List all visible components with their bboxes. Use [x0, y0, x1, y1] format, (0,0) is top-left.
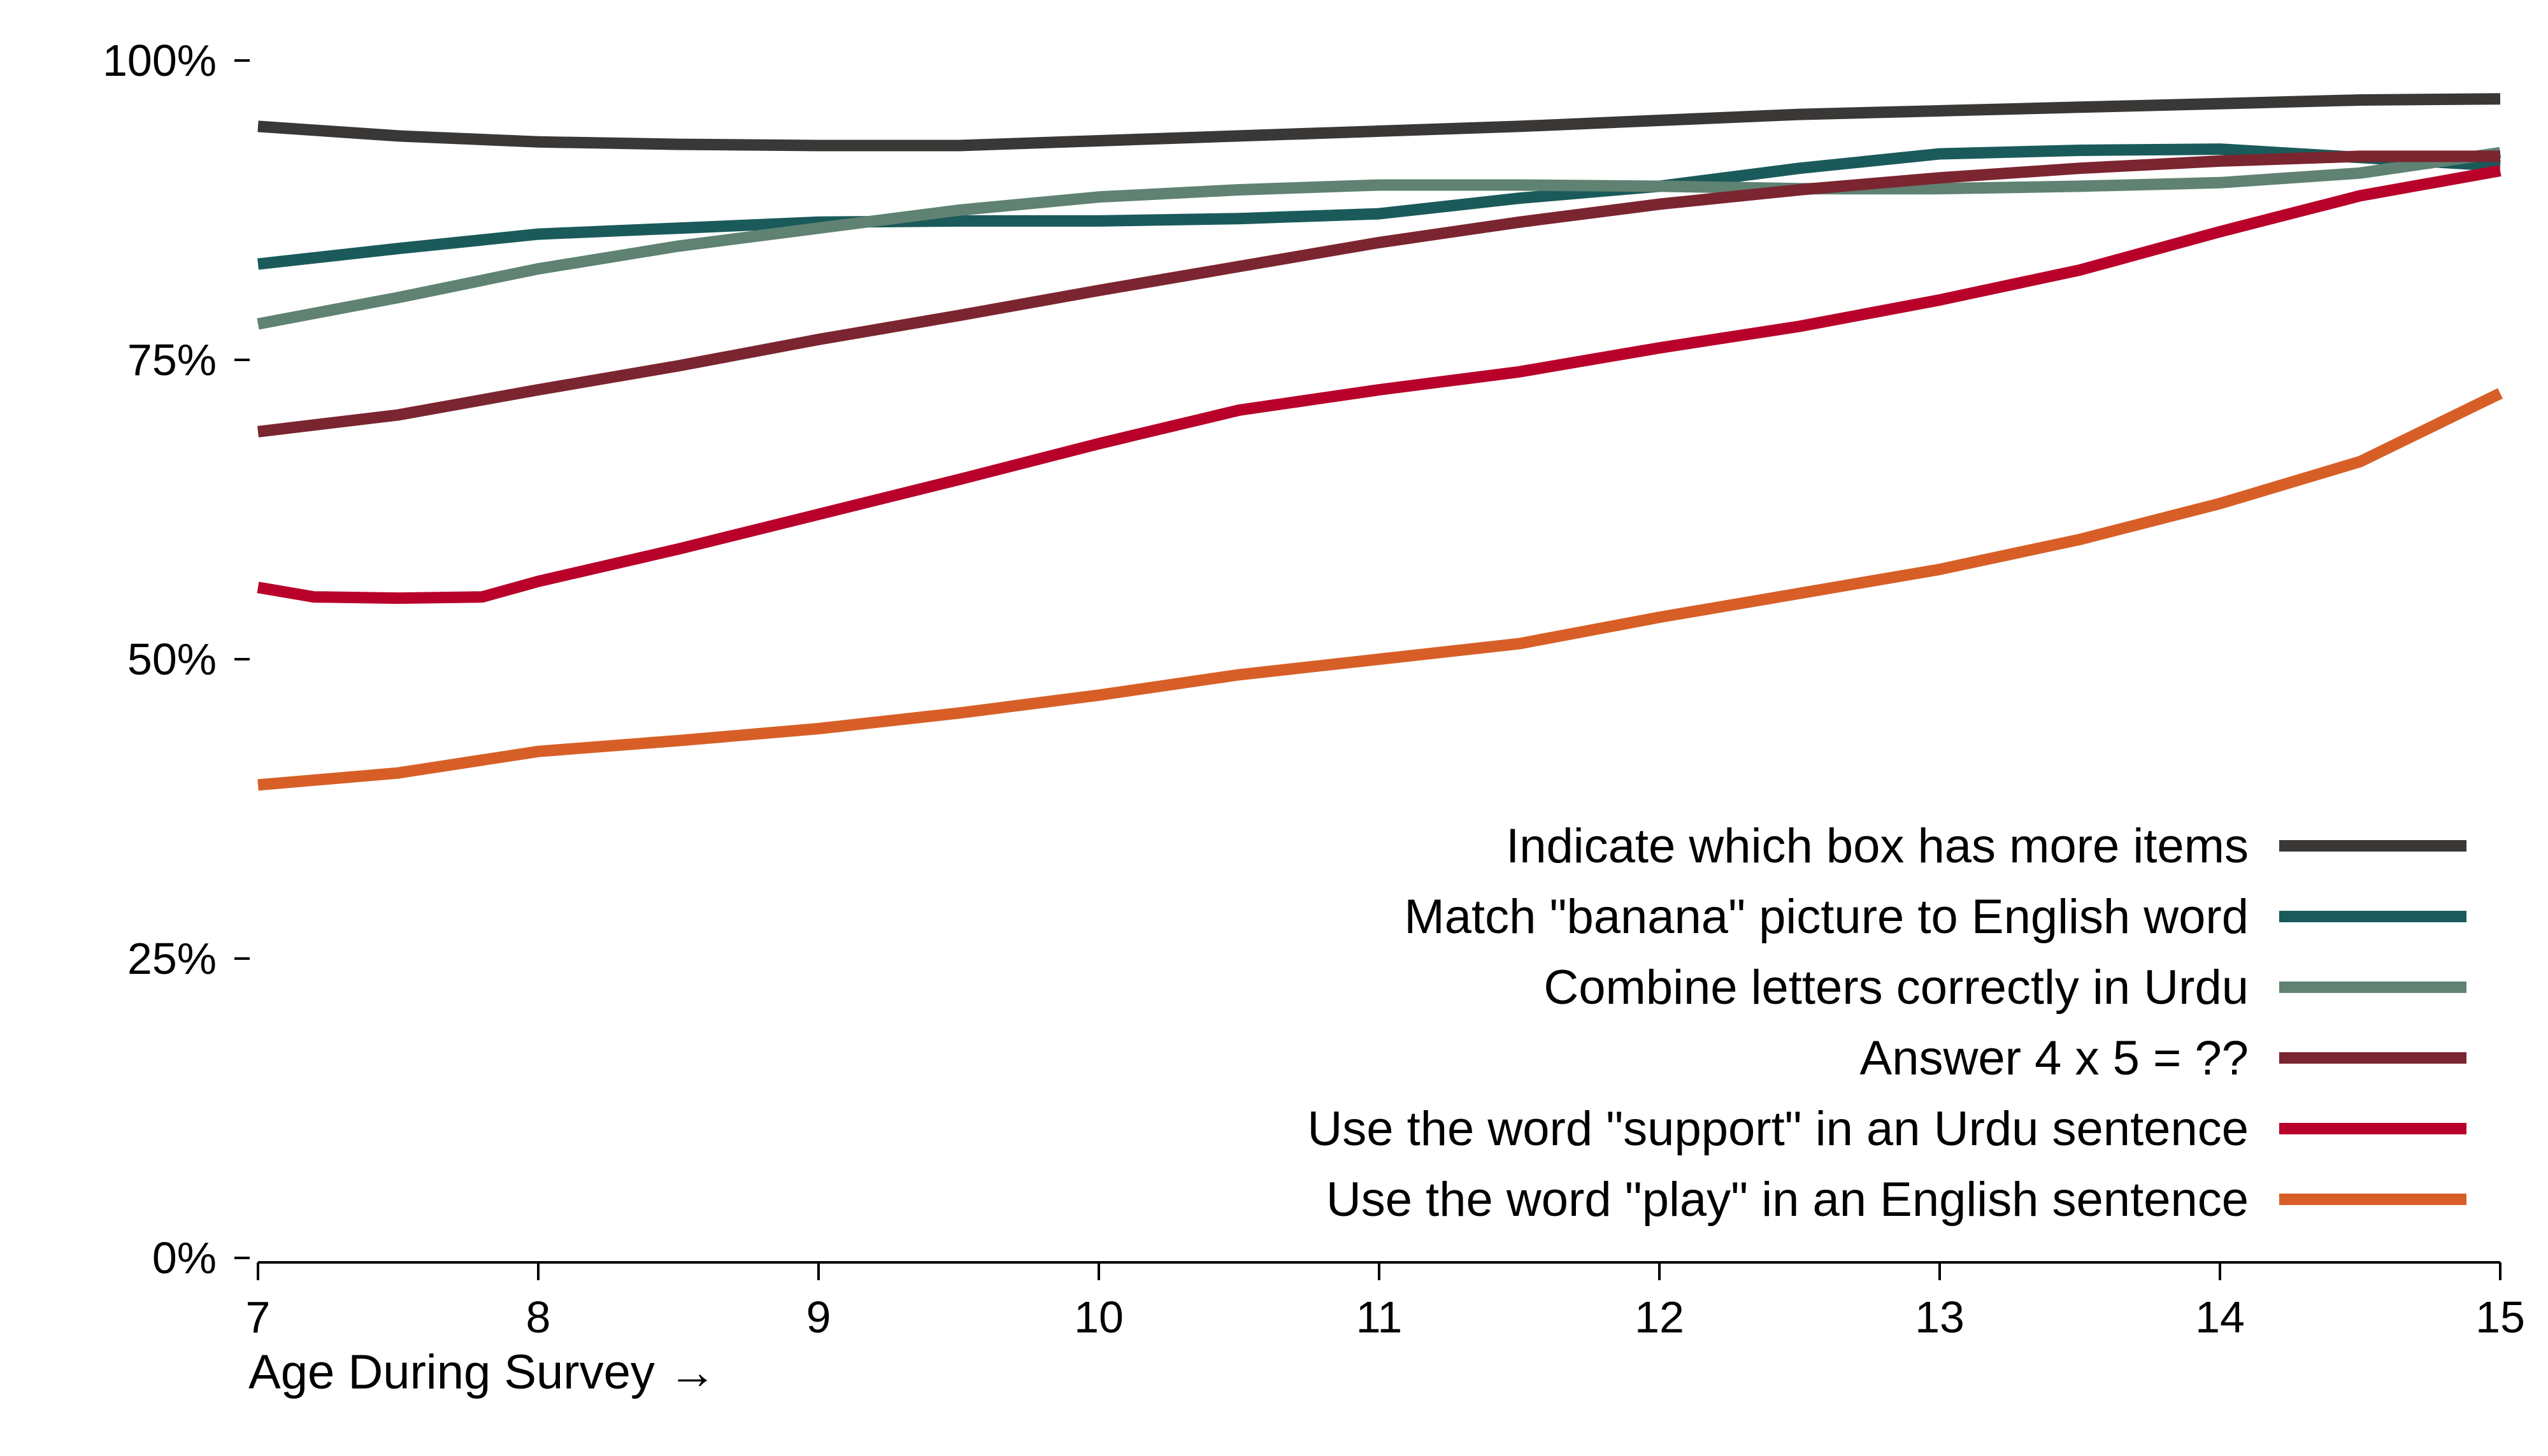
series-group [257, 93, 2503, 791]
y-tick-label: 50% [127, 634, 217, 684]
legend-label: Use the word "play" in an English senten… [1326, 1173, 2249, 1227]
y-tick-label: 75% [127, 335, 217, 385]
series-line-2 [257, 143, 2501, 270]
axes: 0% 25% 50% 75% 100% 7 8 9 10 11 12 13 14 15 [103, 36, 2525, 1342]
x-tick-label: 8 [526, 1292, 551, 1342]
legend-item: Combine letters correctly in Urdu [1543, 960, 2466, 1015]
x-axis-title: Age During Survey → [248, 1345, 717, 1399]
y-tick-label: 0% [152, 1233, 217, 1283]
x-tick-label: 14 [2195, 1292, 2245, 1342]
legend-label: Match "banana" picture to English word [1404, 890, 2249, 944]
series-line-4 [257, 150, 2500, 438]
x-tick-label: 15 [2475, 1292, 2525, 1342]
x-tick-label: 13 [1915, 1292, 1965, 1342]
y-tick-label: 25% [127, 934, 217, 983]
legend-item: Use the word "support" in an Urdu senten… [1307, 1102, 2466, 1156]
x-tick-label: 12 [1635, 1292, 1684, 1342]
legend-label: Use the word "support" in an Urdu senten… [1307, 1102, 2249, 1156]
legend-item: Use the word "play" in an English senten… [1326, 1173, 2466, 1227]
legend-item: Match "banana" picture to English word [1404, 890, 2466, 944]
series-line-5 [257, 165, 2501, 604]
x-tick-label: 7 [246, 1292, 271, 1342]
legend-label: Combine letters correctly in Urdu [1543, 960, 2249, 1015]
legend-item: Answer 4 x 5 = ?? [1860, 1031, 2466, 1085]
legend-item: Indicate which box has more items [1506, 819, 2466, 873]
legend-label: Indicate which box has more items [1506, 819, 2249, 873]
series-line-6 [257, 388, 2503, 791]
x-tick-label: 9 [806, 1292, 831, 1342]
x-tick-label: 10 [1074, 1292, 1124, 1342]
series-line-1 [257, 93, 2501, 152]
series-line-3 [257, 146, 2501, 330]
y-tick-label: 100% [103, 36, 217, 85]
x-tick-label: 11 [1356, 1292, 1403, 1342]
legend: Indicate which box has more items Match "… [1307, 819, 2466, 1227]
legend-label: Answer 4 x 5 = ?? [1860, 1031, 2249, 1085]
